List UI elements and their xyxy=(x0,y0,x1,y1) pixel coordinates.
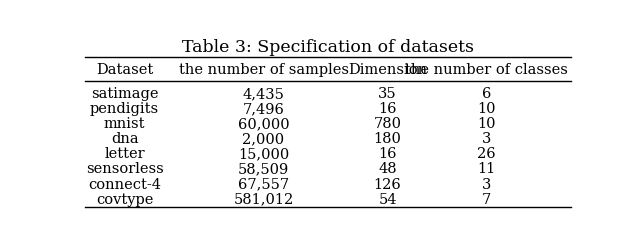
Text: 35: 35 xyxy=(378,87,397,101)
Text: 54: 54 xyxy=(378,193,397,207)
Text: 10: 10 xyxy=(477,117,496,131)
Text: satimage: satimage xyxy=(91,87,158,101)
Text: 11: 11 xyxy=(477,163,496,176)
Text: 67,557: 67,557 xyxy=(238,178,289,191)
Text: 58,509: 58,509 xyxy=(238,163,289,176)
Text: the number of samples: the number of samples xyxy=(179,63,349,77)
Text: 48: 48 xyxy=(378,163,397,176)
Text: 4,435: 4,435 xyxy=(243,87,284,101)
Text: 6: 6 xyxy=(482,87,492,101)
Text: 780: 780 xyxy=(374,117,401,131)
Text: 60,000: 60,000 xyxy=(237,117,289,131)
Text: pendigits: pendigits xyxy=(90,102,159,116)
Text: 7,496: 7,496 xyxy=(243,102,284,116)
Text: letter: letter xyxy=(104,147,145,161)
Text: Dataset: Dataset xyxy=(96,63,153,77)
Text: Table 3: Specification of datasets: Table 3: Specification of datasets xyxy=(182,39,474,56)
Text: 7: 7 xyxy=(482,193,492,207)
Text: 3: 3 xyxy=(482,132,492,146)
Text: Dimension: Dimension xyxy=(348,63,427,77)
Text: 10: 10 xyxy=(477,102,496,116)
Text: mnist: mnist xyxy=(104,117,145,131)
Text: 180: 180 xyxy=(374,132,401,146)
Text: covtype: covtype xyxy=(96,193,154,207)
Text: 15,000: 15,000 xyxy=(238,147,289,161)
Text: 26: 26 xyxy=(477,147,496,161)
Text: 2,000: 2,000 xyxy=(243,132,285,146)
Text: connect-4: connect-4 xyxy=(88,178,161,191)
Text: the number of classes: the number of classes xyxy=(405,63,568,77)
Text: 126: 126 xyxy=(374,178,401,191)
Text: sensorless: sensorless xyxy=(86,163,163,176)
Text: 16: 16 xyxy=(378,102,397,116)
Text: 3: 3 xyxy=(482,178,492,191)
Text: 581,012: 581,012 xyxy=(234,193,294,207)
Text: 16: 16 xyxy=(378,147,397,161)
Text: dna: dna xyxy=(111,132,138,146)
